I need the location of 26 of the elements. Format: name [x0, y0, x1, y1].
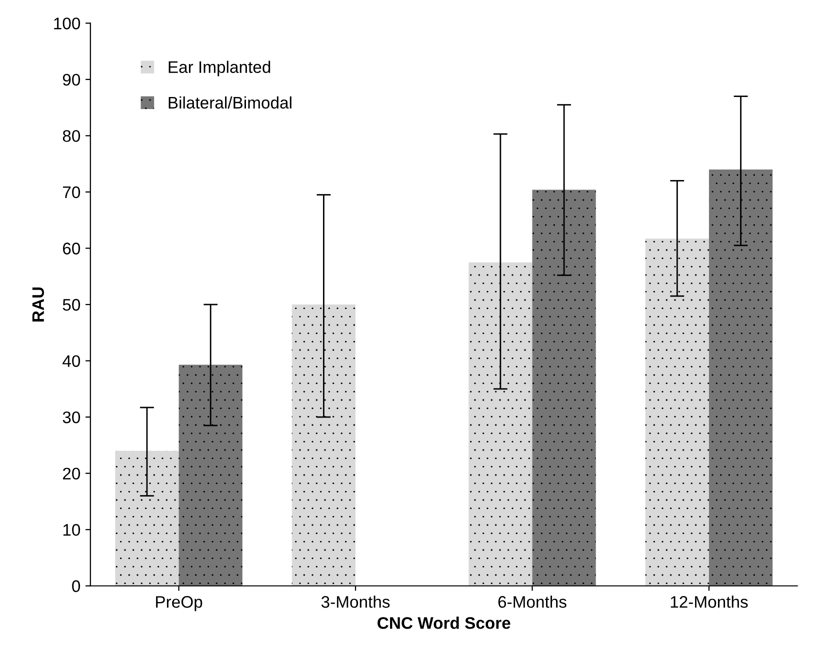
bar — [178, 364, 242, 586]
bar — [468, 262, 532, 586]
x-tick-label: 6-Months — [498, 596, 566, 608]
y-tick-label: 20 — [63, 468, 80, 480]
x-tick-label: 3-Months — [321, 596, 390, 608]
x-axis-title: CNC Word Score — [378, 616, 510, 629]
y-tick-label: 30 — [62, 411, 80, 424]
x-tick-label: PreOp — [156, 596, 202, 612]
y-tick-label: 60 — [63, 242, 80, 254]
bar — [708, 169, 773, 586]
y-tick-label: 10 — [63, 524, 80, 536]
y-tick-label: 50 — [62, 298, 80, 311]
legend-label: Bilateral/Bimodal — [168, 96, 292, 109]
y-tick-label: 40 — [62, 355, 80, 367]
bar — [645, 238, 709, 586]
y-tick-label: 70 — [63, 186, 80, 198]
legend-label: Ear Implanted — [168, 60, 270, 76]
y-axis-title: RAU — [32, 287, 44, 322]
bar — [292, 304, 356, 586]
bar — [532, 190, 596, 586]
y-tick-label: 90 — [62, 74, 80, 86]
y-tick-label: 100 — [54, 18, 80, 30]
y-tick-label: 80 — [62, 130, 80, 142]
y-tick-label: 0 — [72, 580, 80, 592]
bar — [115, 450, 179, 586]
x-tick-label: 12-Months — [670, 596, 748, 608]
